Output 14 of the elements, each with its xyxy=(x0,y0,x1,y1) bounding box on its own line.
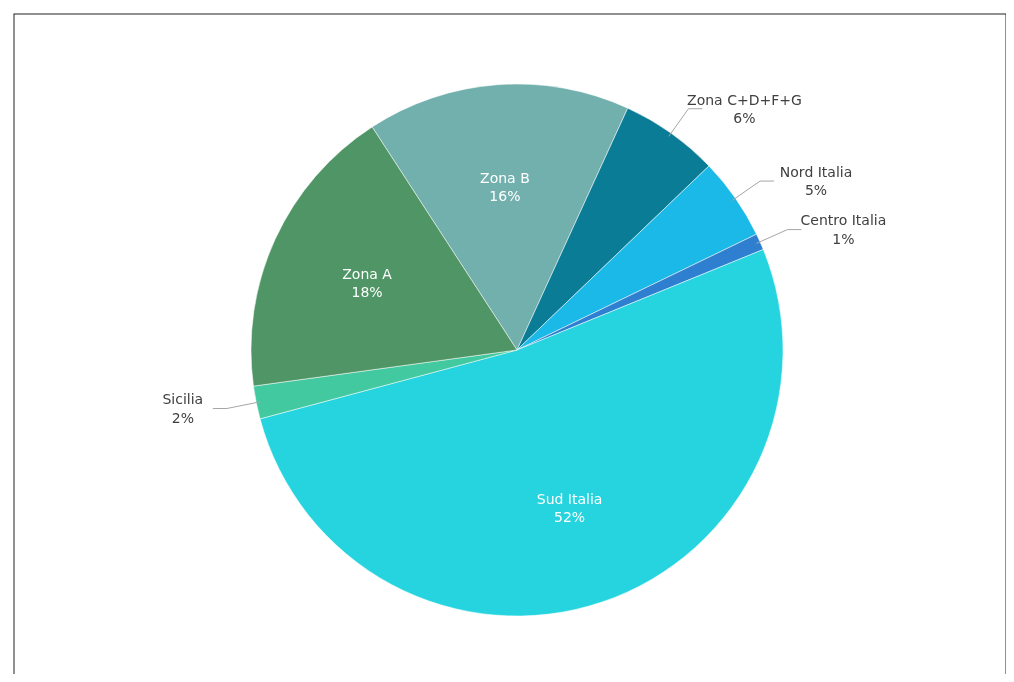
slice-label: Zona C+D+F+G xyxy=(687,91,802,108)
slice-label: Sud Italia xyxy=(536,490,603,507)
data-label: 18% xyxy=(351,283,383,300)
slice-label: Centro Italia xyxy=(800,212,887,229)
data-label: 6% xyxy=(733,109,756,126)
slice-label: Zona A xyxy=(342,265,393,282)
data-label: 5% xyxy=(804,182,828,199)
data-label: 1% xyxy=(832,230,855,247)
data-label: 52% xyxy=(554,508,586,525)
slice-label: Sicilia xyxy=(162,391,204,408)
slice-label: Nord Italia xyxy=(779,163,853,180)
data-label: 2% xyxy=(171,409,194,426)
slice-label: Zona B xyxy=(480,169,530,186)
data-label: 16% xyxy=(489,187,521,204)
